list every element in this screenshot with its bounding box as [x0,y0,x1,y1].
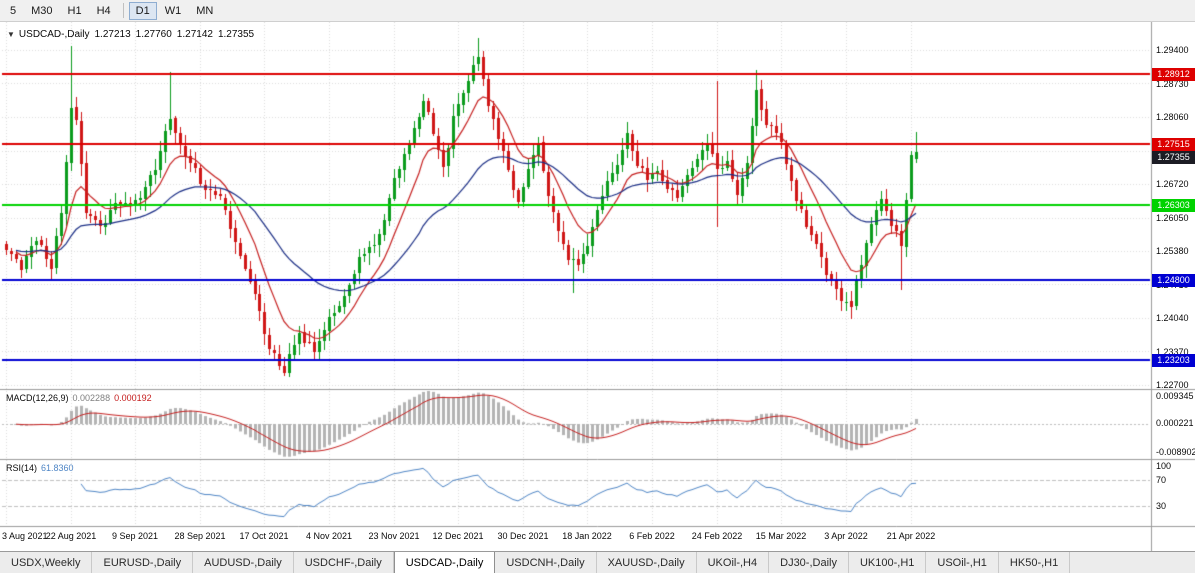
macd-signal-value: 0.000192 [114,393,152,403]
tab-label: USDCHF-,Daily [304,556,382,569]
rsi-value: 61.8360 [41,463,74,473]
chart-symbol-period: USDCAD-,Daily [18,29,90,40]
price-axis-label: 1.24040 [1156,313,1189,323]
tab-usoil-h1[interactable]: USOil-,H1 [926,552,999,573]
tab-label: USDX,Weekly [11,556,81,569]
chart-window: ▼ USDCAD-,Daily 1.27213 1.27760 1.27142 1.273… [0,22,1195,551]
tab-label: AUDUSD-,Daily [204,556,282,569]
price-axis-label: 1.25380 [1156,246,1189,256]
rsi-axis-label: 100 [1156,461,1172,471]
price-axis-label: 1.28730 [1156,78,1189,89]
timeframe-button-h4[interactable]: H4 [90,2,118,20]
timeframe-button-w1[interactable]: W1 [158,2,189,20]
timeframe-button-mn[interactable]: MN [189,2,220,20]
date-axis-label: 24 Feb 2022 [691,531,743,541]
tab-label: USDCAD-,Daily [405,556,484,569]
tab-label: USDCNH-,Daily [506,556,585,569]
date-axis-label: 3 Aug 2021 [2,531,48,541]
price-axis-label: 1.29400 [1156,45,1189,55]
rsi-indicator-label: RSI(14) 61.8360 [6,463,78,473]
chart-close-value: 1.27355 [217,29,255,40]
timeframe-button-d1[interactable]: D1 [128,1,157,20]
timeframe-button-5[interactable]: 5 [3,2,23,20]
date-axis-label: 15 Mar 2022 [755,531,807,541]
price-axis-label: 1.22700 [1156,380,1189,390]
rsi-name: RSI(14) [6,463,38,473]
date-axis-label: 28 Sep 2021 [174,531,226,541]
date-axis-label: 30 Dec 2021 [497,531,549,541]
tab-label: EURUSD-,Daily [103,556,182,569]
resistance-price-tag: 1.28912 [1152,68,1195,81]
symbol-tabbar: USDX,Weekly EURUSD-,Daily AUDUSD-,Daily USD… [0,551,1195,573]
tab-dj30-daily[interactable]: DJ30-,Daily [769,552,849,573]
timeframe-button-m30[interactable]: M30 [24,2,59,20]
date-axis-label: 22 Aug 2021 [45,531,97,541]
chart-open-value: 1.27213 [94,29,131,40]
price-axis-label: 1.23370 [1156,346,1189,357]
date-axis-label: 4 Nov 2021 [305,531,353,541]
macd-indicator-label: MACD(12,26,9) 0.002288 0.000192 [6,393,156,403]
macd-axis-label: 0.000221 [1156,418,1194,429]
tab-uk100-h1[interactable]: UK100-,H1 [848,552,927,573]
date-axis-label: 3 Apr 2022 [824,531,868,541]
date-axis-label: 9 Sep 2021 [111,531,159,541]
chart-low-value: 1.27142 [176,29,213,40]
support-price-tag: 1.26303 [1152,199,1195,212]
timeframe-toolbar: 5 M30 H1 H4 D1 W1 MN [0,0,1195,22]
tab-eurusd-daily[interactable]: EURUSD-,Daily [92,552,194,573]
macd-axis-label: -0.008902 [1156,447,1195,457]
tab-label: UK100-,H1 [859,556,915,569]
macd-main-value: 0.002288 [72,393,111,403]
tab-label: USOil-,H1 [937,556,987,569]
tab-label: UKOil-,H4 [707,556,758,569]
price-axis-label: 1.26050 [1156,212,1189,223]
tab-ukoil-h4[interactable]: UKOil-,H4 [696,552,770,573]
support-price-tag: 1.23203 [1152,354,1195,367]
chart-menu-icon: ▼ [7,30,15,39]
date-axis-label: 6 Feb 2022 [629,531,675,541]
macd-name: MACD(12,26,9) [6,393,69,403]
date-axis-label: 17 Oct 2021 [239,531,289,541]
tab-audusd-daily[interactable]: AUDUSD-,Daily [193,552,294,573]
tab-label: XAUUSD-,Daily [607,556,685,569]
chart-high-value: 1.27760 [135,29,172,40]
rsi-axis-label: 70 [1156,474,1167,485]
tab-usdcnh-daily[interactable]: USDCNH-,Daily [495,552,597,573]
chart-title: ▼ USDCAD-,Daily 1.27213 1.27760 1.27142 1.273… [7,29,259,40]
date-axis-label: 23 Nov 2021 [368,531,420,541]
tab-hk50-h1[interactable]: HK50-,H1 [998,552,1071,573]
tab-usdx-weekly[interactable]: USDX,Weekly [0,552,93,573]
price-axis-label: 1.28060 [1156,112,1189,122]
resistance-price-tag: 1.27515 [1152,138,1195,151]
current-price-tag: 1.27355 [1152,151,1195,164]
rsi-axis-label: 30 [1156,501,1167,512]
timeframe-button-h1[interactable]: H1 [61,2,89,20]
tab-label: DJ30-,Daily [780,556,837,569]
price-axis-label: 1.26720 [1156,179,1189,189]
date-axis-label: 18 Jan 2022 [562,531,612,541]
tab-label: HK50-,H1 [1009,556,1059,569]
support-price-tag: 1.24800 [1152,274,1195,287]
tab-usdcad-daily[interactable]: USDCAD-,Daily [393,552,496,573]
toolbar-separator [122,3,124,18]
macd-axis-label: 0.009345 [1156,391,1194,401]
tab-usdchf-daily[interactable]: USDCHF-,Daily [293,552,394,573]
date-axis-label: 12 Dec 2021 [432,531,484,541]
date-axis-label: 21 Apr 2022 [886,531,936,541]
tab-xauusd-daily[interactable]: XAUUSD-,Daily [596,552,697,573]
price-chart-canvas[interactable] [0,22,1195,551]
